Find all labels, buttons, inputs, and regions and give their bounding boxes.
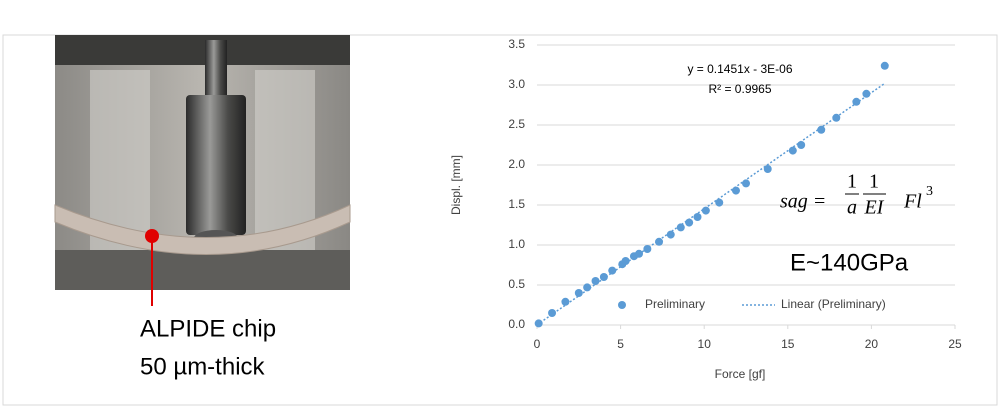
formula-text: EI	[864, 197, 885, 219]
point	[832, 114, 840, 122]
caption: 50 µm-thick	[140, 353, 266, 380]
point	[797, 141, 805, 149]
point	[583, 283, 591, 291]
point	[789, 147, 797, 155]
formula-text: 1	[869, 171, 879, 193]
x-tick-label: 0	[534, 337, 541, 351]
point	[764, 165, 772, 173]
point	[600, 273, 608, 281]
formula-text: 1	[847, 171, 857, 193]
y-tick-label: 2.0	[508, 157, 525, 171]
legend-label: Linear (Preliminary)	[781, 297, 886, 311]
x-tick-label: 10	[698, 337, 712, 351]
point	[685, 219, 693, 227]
formula-text: sag =	[780, 191, 826, 213]
point	[592, 277, 600, 285]
point	[535, 319, 543, 327]
formula-text: 3	[926, 184, 933, 199]
point	[643, 245, 651, 253]
y-tick-label: 1.0	[508, 237, 525, 251]
point	[622, 257, 630, 265]
y-tick-label: 0.0	[508, 317, 525, 331]
y-tick-label: 2.5	[508, 117, 525, 131]
y-tick-label: 3.5	[508, 37, 525, 51]
point	[655, 238, 663, 246]
y-tick-label: 3.0	[508, 77, 525, 91]
point	[742, 179, 750, 187]
point	[548, 309, 556, 317]
formula-text: Fl	[903, 191, 922, 213]
trend-r2: R² = 0.9965	[708, 82, 771, 96]
point	[881, 62, 889, 70]
slide: ALPIDE chip 50 µm-thick Force [gf] Displ…	[0, 0, 1001, 407]
point	[608, 267, 616, 275]
x-axis-label: Force [gf]	[715, 367, 766, 381]
point	[715, 199, 723, 207]
x-tick-label: 25	[948, 337, 962, 351]
point	[702, 207, 710, 215]
point	[852, 98, 860, 106]
point	[862, 90, 870, 98]
x-tick-label: 5	[617, 337, 624, 351]
photo	[55, 35, 350, 290]
formula-text: a	[847, 197, 857, 219]
point	[694, 213, 702, 221]
point	[635, 250, 643, 258]
legend-label: Preliminary	[645, 297, 705, 311]
y-tick-label: 1.5	[508, 197, 525, 211]
point	[575, 289, 583, 297]
point	[561, 298, 569, 306]
point	[732, 187, 740, 195]
y-tick-label: 0.5	[508, 277, 525, 291]
legend-marker	[618, 301, 626, 309]
point	[677, 223, 685, 231]
x-tick-label: 20	[865, 337, 879, 351]
x-tick-label: 15	[781, 337, 795, 351]
trend-equation: y = 0.1451x - 3E-06	[687, 62, 792, 76]
point	[817, 126, 825, 134]
y-axis-label: Displ. [mm]	[449, 155, 463, 215]
formula: sag = 1 a 1 EI Fl 3	[780, 171, 933, 219]
caption: ALPIDE chip	[140, 315, 276, 342]
point	[667, 231, 675, 239]
annotation: E~140GPa	[790, 249, 909, 276]
